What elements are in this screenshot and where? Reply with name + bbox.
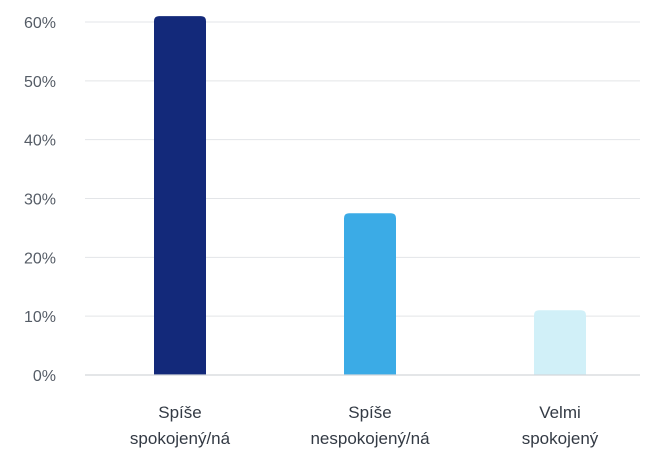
x-category-label-line: Spíše bbox=[348, 403, 391, 422]
y-axis-tick-labels: 0% 10% 20% 30% 40% 50% 60% bbox=[24, 15, 56, 385]
y-tick-label: 10% bbox=[24, 309, 56, 326]
bar bbox=[344, 213, 396, 375]
x-category-label-line: nespokojený/ná bbox=[310, 429, 430, 448]
x-category-label: Velmi spokojený bbox=[522, 403, 599, 448]
x-category-label-line: spokojený bbox=[522, 429, 599, 448]
x-category-label-line: Spíše bbox=[158, 403, 201, 422]
y-tick-label: 0% bbox=[33, 368, 56, 385]
y-tick-label: 20% bbox=[24, 250, 56, 267]
y-tick-label: 40% bbox=[24, 133, 56, 150]
y-tick-label: 50% bbox=[24, 74, 56, 91]
y-tick-label: 30% bbox=[24, 192, 56, 209]
y-tick-label: 60% bbox=[24, 15, 56, 32]
x-category-label-line: Velmi bbox=[539, 403, 581, 422]
x-axis-category-labels: Spíše spokojený/ná Spíše nespokojený/ná Velm… bbox=[130, 403, 599, 448]
bars bbox=[154, 16, 586, 375]
x-category-label: Spíše nespokojený/ná bbox=[310, 403, 430, 448]
x-category-label-line: spokojený/ná bbox=[130, 429, 231, 448]
bar bbox=[154, 16, 206, 375]
x-category-label: Spíše spokojený/ná bbox=[130, 403, 231, 448]
bar bbox=[534, 310, 586, 375]
